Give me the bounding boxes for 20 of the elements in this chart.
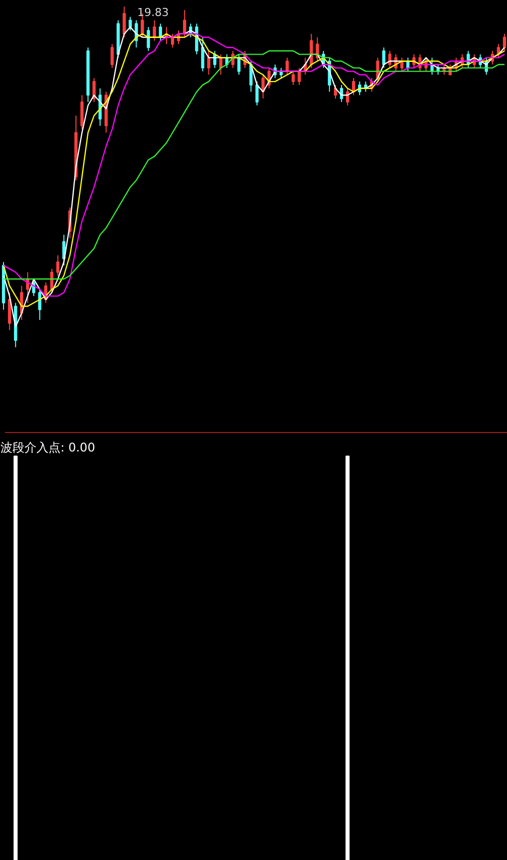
- candlestick: [80, 94, 84, 130]
- candlestick: [56, 254, 60, 276]
- candlestick: [128, 16, 132, 31]
- candlestick: [38, 288, 42, 320]
- candlestick: [50, 268, 54, 294]
- candlestick: [207, 50, 210, 76]
- chart-title: 波段介入点: 0.00: [0, 440, 96, 454]
- candlestick: [388, 50, 392, 68]
- candlestick: [286, 57, 289, 76]
- candlestick: [110, 44, 114, 68]
- candlestick: [382, 46, 386, 68]
- candlestick: [298, 67, 301, 86]
- candlestick: [292, 70, 295, 86]
- candlestick: [201, 36, 204, 72]
- annotation: 19.83: [137, 6, 169, 20]
- candlestick: [122, 6, 126, 38]
- candlestick: [219, 54, 222, 76]
- candlestick: [502, 33, 506, 52]
- candlestick: [32, 278, 36, 297]
- candlestick: [255, 81, 259, 106]
